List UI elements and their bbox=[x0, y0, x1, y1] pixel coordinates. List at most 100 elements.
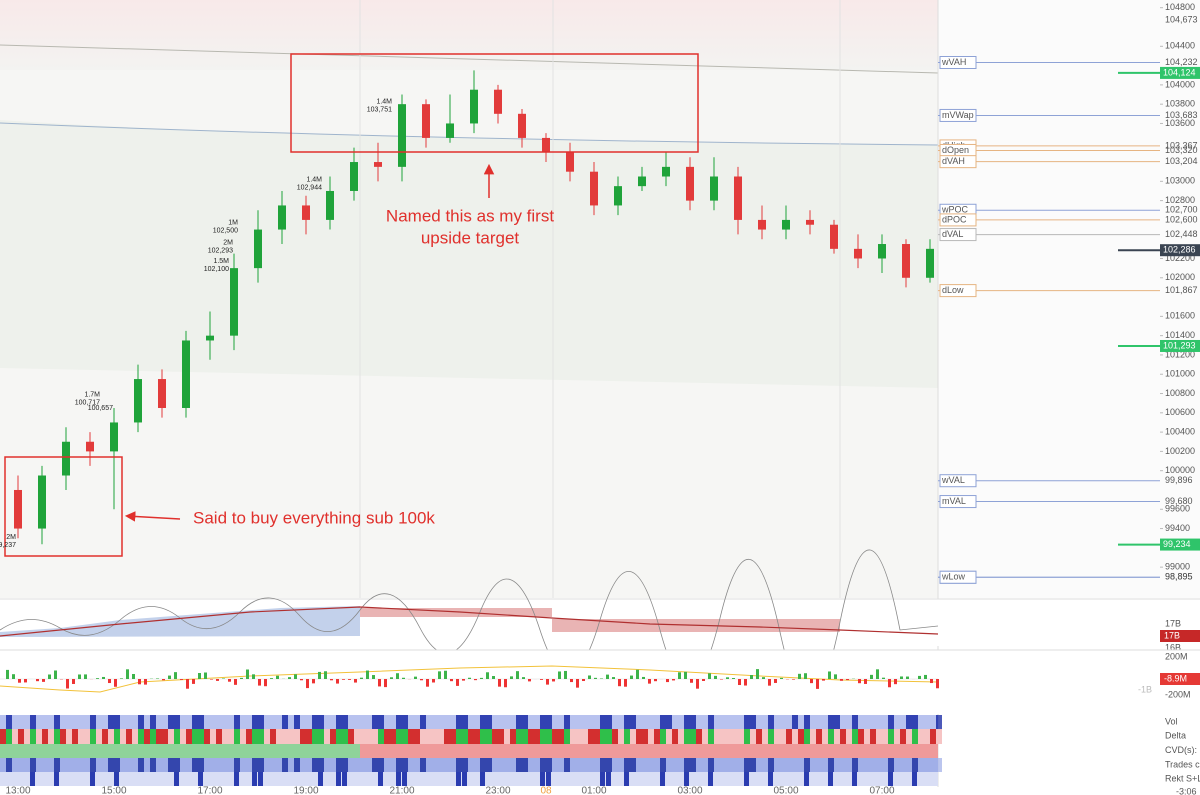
y-tick-label: 104000 bbox=[1165, 79, 1195, 89]
heat-cell bbox=[24, 729, 30, 744]
price-tag-label: 101,293 bbox=[1163, 340, 1196, 350]
heat-cell bbox=[474, 729, 480, 744]
x-tick-label: 05:00 bbox=[773, 786, 798, 795]
heat-cell bbox=[780, 715, 786, 729]
heat-cell bbox=[168, 729, 174, 744]
level-box bbox=[939, 474, 977, 488]
price-tag bbox=[1160, 244, 1200, 257]
heat-cell bbox=[264, 758, 270, 772]
heat-cell bbox=[762, 715, 768, 729]
heat-cell bbox=[240, 715, 246, 729]
delta-bar bbox=[462, 679, 465, 681]
highlight-box bbox=[290, 53, 699, 153]
heat-cell bbox=[120, 758, 126, 772]
heat-cell bbox=[864, 758, 870, 772]
heat-cell bbox=[420, 715, 426, 729]
heat-cell bbox=[552, 758, 558, 772]
level-value: 103,367 bbox=[1165, 140, 1198, 150]
heat-cell bbox=[0, 715, 6, 729]
heat-cell bbox=[804, 758, 810, 772]
delta-tag bbox=[1160, 673, 1200, 685]
heat-cell bbox=[426, 715, 432, 729]
heat-cell bbox=[318, 715, 324, 729]
delta-bar bbox=[780, 677, 783, 679]
heat-cell bbox=[600, 758, 606, 772]
heat-cell bbox=[918, 758, 924, 772]
level-box bbox=[939, 213, 977, 227]
candle-body bbox=[878, 244, 886, 259]
heat-cell bbox=[894, 715, 900, 729]
heat-cell bbox=[834, 729, 840, 744]
heat-cell bbox=[858, 729, 864, 744]
heat-cell bbox=[780, 758, 786, 772]
heat-cell bbox=[870, 758, 876, 772]
x-tick-label: 13:00 bbox=[5, 786, 30, 795]
heat-cell bbox=[810, 715, 816, 729]
heat-cell bbox=[168, 715, 174, 729]
heat-cell bbox=[372, 729, 378, 744]
heat-cell bbox=[24, 758, 30, 772]
heat-cell bbox=[456, 758, 462, 772]
heat-cell bbox=[30, 758, 36, 772]
heat-cell bbox=[114, 729, 120, 744]
heat-cell bbox=[300, 758, 306, 772]
delta-bar bbox=[564, 670, 567, 679]
delta-bar bbox=[816, 679, 819, 689]
delta-bar bbox=[42, 679, 45, 682]
heat-cell bbox=[894, 729, 900, 744]
heat-cell bbox=[450, 729, 456, 744]
delta-bar bbox=[750, 674, 753, 679]
delta-bar bbox=[186, 679, 189, 689]
heat-cell bbox=[546, 715, 552, 729]
heatmap-label: Delta bbox=[1165, 731, 1186, 741]
y-tick-label: 101400 bbox=[1165, 330, 1195, 340]
heat-cell bbox=[492, 715, 498, 729]
cvd-fill bbox=[0, 606, 360, 637]
heat-cell bbox=[936, 758, 942, 772]
heat-cell bbox=[72, 729, 78, 744]
y-tick-label: 102200 bbox=[1165, 253, 1195, 263]
heat-cell bbox=[144, 729, 150, 744]
delta-bar bbox=[162, 679, 165, 681]
heat-cell bbox=[240, 758, 246, 772]
heat-cell bbox=[288, 729, 294, 744]
heat-cell bbox=[540, 729, 546, 744]
heat-cell bbox=[306, 758, 312, 772]
delta-bar bbox=[228, 679, 231, 682]
note-volume: 2M bbox=[6, 534, 16, 541]
heat-cell bbox=[834, 758, 840, 772]
heat-cell bbox=[96, 729, 102, 744]
heat-cell bbox=[528, 729, 534, 744]
heat-cell bbox=[390, 715, 396, 729]
note-volume: 1.4M bbox=[376, 99, 392, 106]
level-value: 102,700 bbox=[1165, 205, 1198, 215]
delta-bar bbox=[84, 674, 87, 679]
heat-cell bbox=[204, 758, 210, 772]
heat-cell bbox=[408, 715, 414, 729]
delta-bar bbox=[66, 679, 69, 689]
heatmap-cells bbox=[0, 715, 942, 786]
heat-cell bbox=[858, 715, 864, 729]
delta-bar bbox=[348, 679, 351, 680]
heat-cell bbox=[474, 715, 480, 729]
heat-cell bbox=[426, 729, 432, 744]
heat-cell bbox=[276, 758, 282, 772]
heat-cell bbox=[558, 715, 564, 729]
heat-cell bbox=[522, 758, 528, 772]
delta-bar bbox=[810, 679, 813, 684]
heat-cell bbox=[294, 715, 300, 729]
heatmap-label: Trades cou bbox=[1165, 759, 1200, 769]
heat-cell bbox=[540, 758, 546, 772]
heat-cell bbox=[78, 729, 84, 744]
delta-bar bbox=[504, 679, 507, 688]
candle-body bbox=[398, 104, 406, 167]
y-tick-label: 99600 bbox=[1165, 504, 1190, 514]
heat-cell bbox=[528, 715, 534, 729]
heat-cell bbox=[288, 715, 294, 729]
heat-cell bbox=[918, 715, 924, 729]
delta-bar bbox=[486, 672, 489, 679]
delta-faint: -1B bbox=[1138, 684, 1152, 694]
heat-cell bbox=[222, 715, 228, 729]
note-price: 102,293 bbox=[208, 247, 233, 254]
delta-bar bbox=[834, 674, 837, 679]
